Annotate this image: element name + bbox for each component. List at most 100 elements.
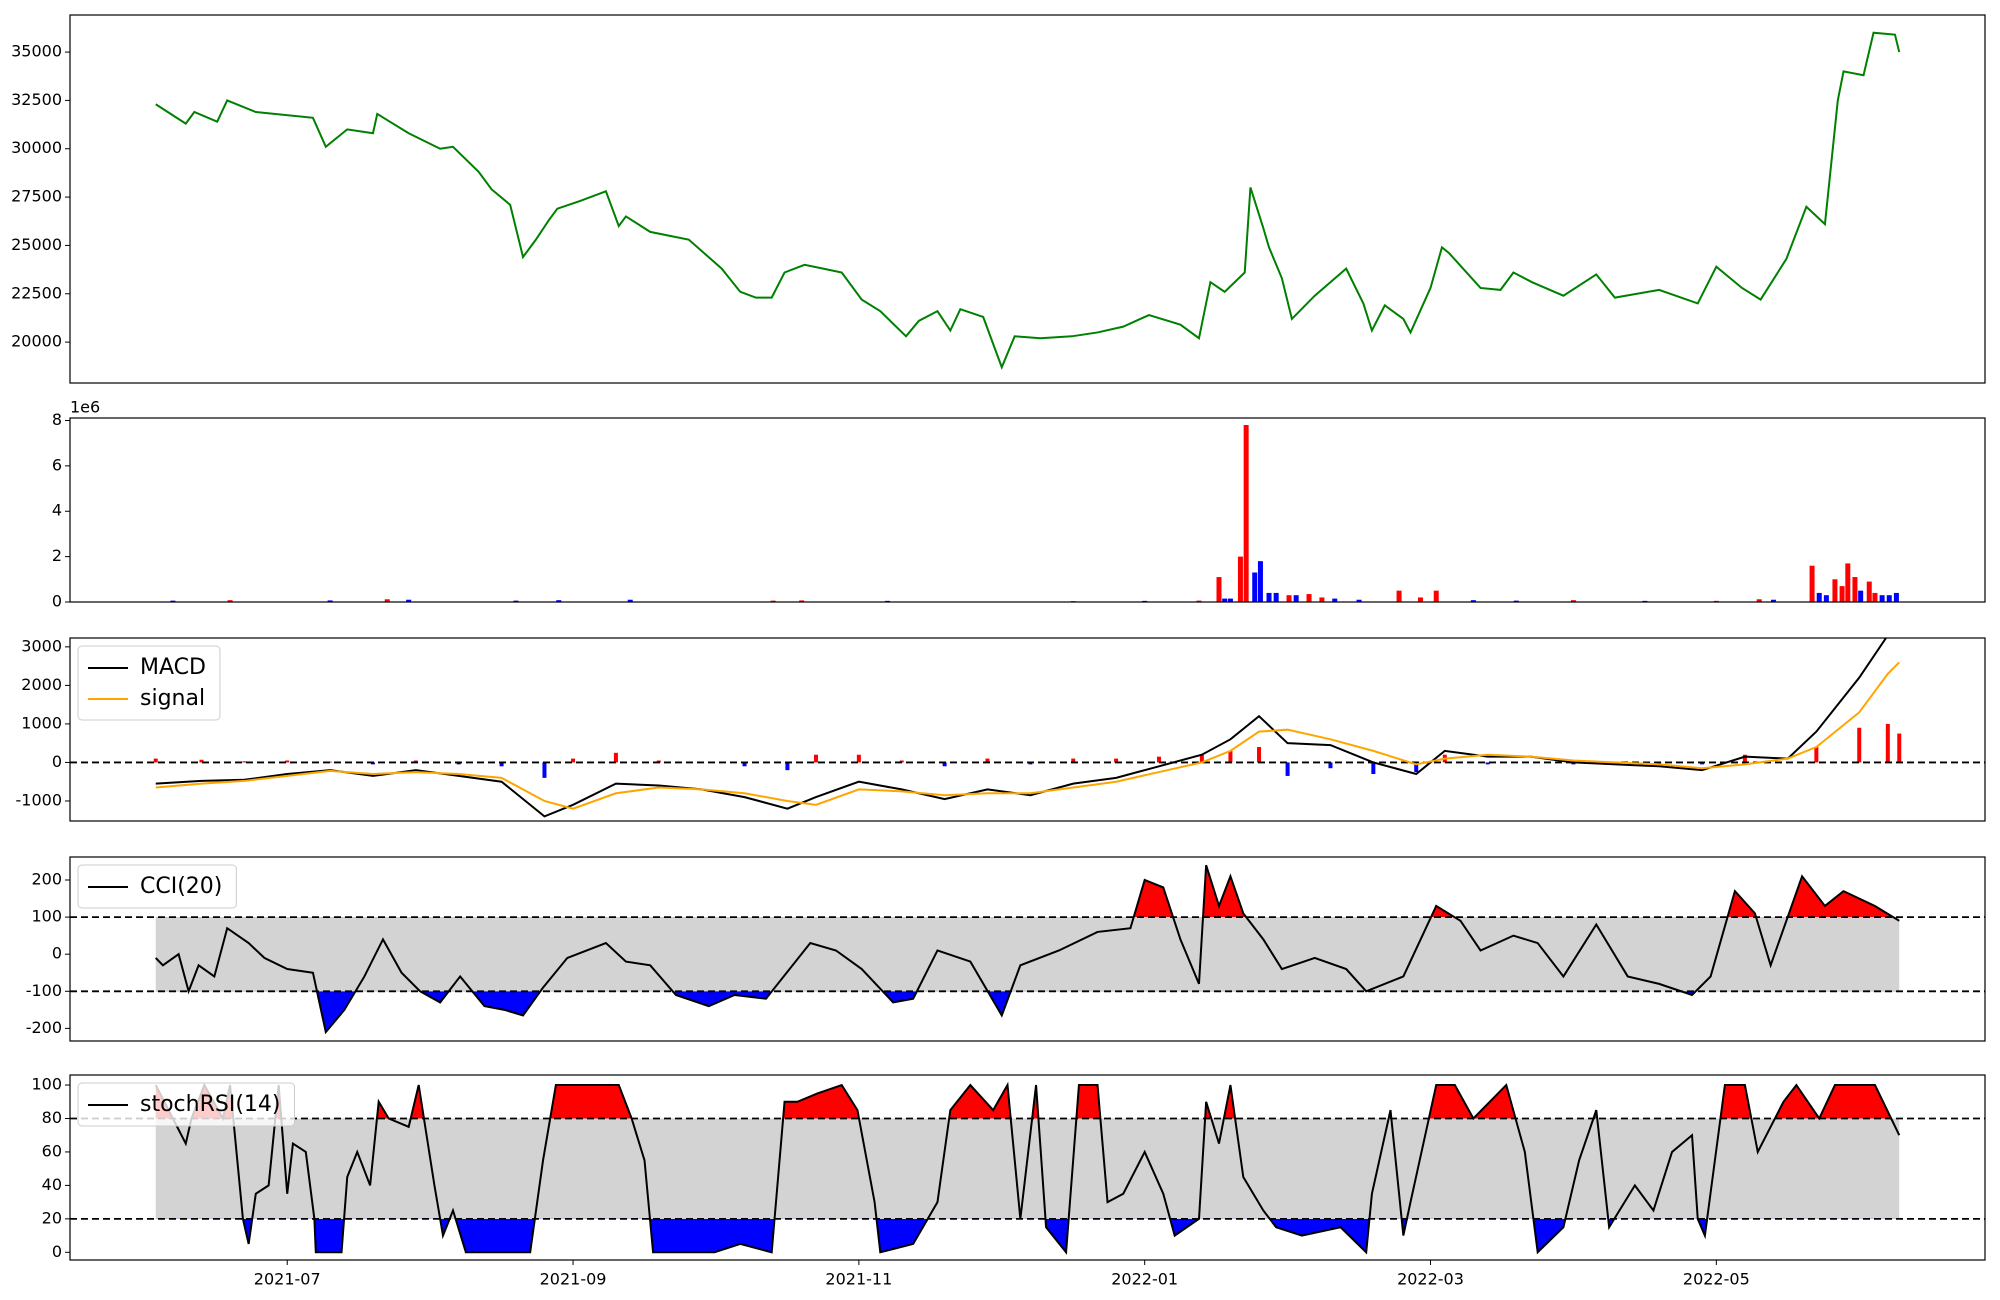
bar xyxy=(1893,592,1899,602)
y-tick-label: 35000 xyxy=(11,42,62,61)
histogram-bar xyxy=(153,758,158,763)
axis-offset-label: 1e6 xyxy=(70,398,100,417)
y-tick-label: 100 xyxy=(31,1075,62,1094)
y-tick-label: 0 xyxy=(52,752,62,771)
histogram-bar xyxy=(1328,762,1333,769)
y-tick-label: 0 xyxy=(52,592,62,611)
bar xyxy=(327,600,333,602)
series-line xyxy=(155,31,1901,370)
y-tick-label: 0 xyxy=(52,944,62,963)
y-tick-label: 200 xyxy=(31,870,62,889)
plot-frame xyxy=(69,14,1986,384)
histogram-bar xyxy=(1857,727,1862,763)
bar xyxy=(227,600,233,602)
plot-area xyxy=(70,1081,1985,1255)
histogram-bar xyxy=(942,762,947,767)
bar xyxy=(1470,600,1476,602)
histogram-bar xyxy=(1071,758,1076,763)
bar xyxy=(1845,563,1851,602)
bar xyxy=(1356,599,1362,602)
histogram-bar xyxy=(1285,762,1290,776)
y-tick-label: 27500 xyxy=(11,187,62,206)
plot-frame xyxy=(69,417,1986,603)
histogram-bar xyxy=(1199,754,1204,763)
panel: 20000 22500 25000 27500 30000 32500 35000 xyxy=(11,14,1986,384)
plot-area xyxy=(70,638,1985,818)
x-tick-label: 2022-05 xyxy=(1683,1270,1750,1289)
histogram-bar xyxy=(1371,762,1376,774)
y-tick-label: -200 xyxy=(26,1018,62,1037)
histogram-bar xyxy=(1742,754,1747,763)
y-tick-label: 32500 xyxy=(11,90,62,109)
histogram-bar xyxy=(1228,750,1233,763)
y-tick-label: 0 xyxy=(52,1242,62,1261)
bar xyxy=(406,599,412,602)
histogram-bar xyxy=(542,762,547,778)
histogram-bar xyxy=(856,754,861,763)
bar xyxy=(556,600,562,602)
y-tick-label: 80 xyxy=(42,1108,62,1127)
histogram-bar xyxy=(785,762,790,771)
bar xyxy=(1252,572,1258,602)
bar xyxy=(799,600,805,602)
histogram-bar xyxy=(1114,758,1119,763)
bar xyxy=(1319,597,1325,602)
bar xyxy=(1216,577,1222,602)
bar xyxy=(1222,598,1228,602)
legend-label: CCI(20) xyxy=(140,874,222,899)
y-tick-label: 20000 xyxy=(11,332,62,351)
histogram-bar xyxy=(1814,747,1819,763)
bar xyxy=(1858,590,1864,602)
bar xyxy=(170,600,176,602)
legend-label: MACD xyxy=(140,655,206,680)
plot-frame xyxy=(69,1074,1986,1261)
bar xyxy=(1872,592,1878,602)
panel: 0 2 4 6 8 1e6 xyxy=(52,398,1986,611)
bar xyxy=(1756,599,1762,602)
histogram-bar xyxy=(813,754,818,763)
bar xyxy=(1293,595,1299,602)
legend-label: signal xyxy=(140,686,205,711)
histogram-bar xyxy=(613,752,618,763)
plot-frame xyxy=(69,637,1986,822)
bar xyxy=(1237,556,1243,602)
x-tick-label: 2022-01 xyxy=(1111,1270,1178,1289)
bar xyxy=(1266,592,1272,602)
histogram-bar xyxy=(242,761,247,763)
histogram-bar xyxy=(1700,762,1705,765)
bar xyxy=(1866,581,1872,602)
histogram-bar xyxy=(742,762,747,767)
y-tick-label: 100 xyxy=(31,907,62,926)
bar xyxy=(1306,594,1312,602)
x-tick-label: 2021-11 xyxy=(825,1270,892,1289)
x-tick-label: 2021-09 xyxy=(540,1270,607,1289)
neutral-band xyxy=(155,917,1900,992)
bar xyxy=(1243,425,1249,602)
histogram-bar xyxy=(1485,762,1490,765)
histogram-bar xyxy=(1885,723,1890,763)
y-tick-label: 25000 xyxy=(11,235,62,254)
y-tick-label: 60 xyxy=(42,1141,62,1160)
series-line xyxy=(154,1081,1901,1255)
x-tick-label: 2021-07 xyxy=(254,1270,321,1289)
overbought-area xyxy=(1133,865,1894,918)
histogram-bar xyxy=(499,762,504,767)
bar xyxy=(1273,592,1279,602)
panel: -200 -100 0 100 200 CCI(20) xyxy=(26,856,1986,1042)
legend-box xyxy=(77,864,237,909)
bar xyxy=(1513,600,1519,602)
histogram-bar xyxy=(199,759,204,763)
bar xyxy=(1816,592,1822,602)
panel: 0 20 40 60 80 100 2021-07 2021-09 2021-11 2022-01… xyxy=(31,1074,1986,1289)
bar xyxy=(627,599,633,602)
histogram-bar xyxy=(656,760,661,763)
bar xyxy=(1396,590,1402,602)
bar xyxy=(1770,599,1776,602)
histogram-bar xyxy=(328,761,333,763)
legend: stochRSI(14) xyxy=(77,1082,295,1127)
series-line xyxy=(155,638,1888,818)
y-tick-label: 2000 xyxy=(21,675,62,694)
histogram-bar xyxy=(285,760,290,763)
